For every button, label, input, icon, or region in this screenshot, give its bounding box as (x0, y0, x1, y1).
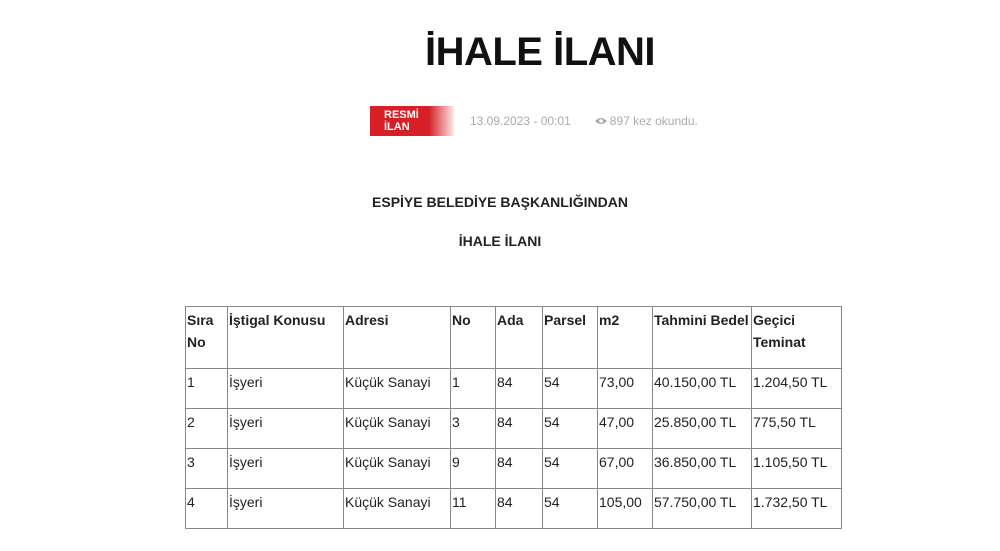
table-cell: 775,50 TL (751, 408, 842, 449)
issuer-heading: ESPİYE BELEDİYE BAŞKANLIĞINDAN (372, 194, 628, 210)
table-cell: 1.204,50 TL (751, 368, 842, 409)
table-row: 3 İşyeri Küçük Sanayi 9 84 54 67,00 36.850,00 T… (185, 448, 842, 489)
view-count-text: 897 kez okundu. (609, 114, 698, 128)
column-header: İştigal Konusu (227, 306, 344, 369)
column-header: Geçici Teminat (751, 306, 842, 369)
table-cell: 105,00 (597, 488, 653, 529)
table-cell: Küçük Sanayi (343, 408, 451, 449)
table-header-row: Sıra No İştigal Konusu Adresi No Ada Parsel m2… (185, 306, 842, 369)
publish-date: 13.09.2023 - 00:01 (470, 114, 571, 128)
table-row: 4 İşyeri Küçük Sanayi 11 84 54 105,00 57.750,00… (185, 488, 842, 529)
table-cell: 47,00 (597, 408, 653, 449)
table-cell: İşyeri (227, 408, 344, 449)
column-header: Tahmini Bedel (652, 306, 752, 369)
table-cell: 84 (495, 448, 543, 489)
table-cell: 54 (542, 368, 598, 409)
table-cell: 73,00 (597, 368, 653, 409)
table-cell: 4 (185, 488, 228, 529)
tender-table: Sıra No İştigal Konusu Adresi No Ada Parsel m2… (185, 306, 842, 529)
table-cell: 2 (185, 408, 228, 449)
table-cell: 84 (495, 488, 543, 529)
category-badge[interactable]: RESMİ İLAN (370, 106, 454, 136)
view-count: 897 kez okundu. (594, 114, 698, 128)
table-cell: Küçük Sanayi (343, 488, 451, 529)
table-cell: Küçük Sanayi (343, 368, 451, 409)
table-cell: 40.150,00 TL (652, 368, 752, 409)
table-cell: 54 (542, 488, 598, 529)
article-meta: RESMİ İLAN 13.09.2023 - 00:01 897 kez ok… (370, 106, 698, 136)
column-header: No (450, 306, 496, 369)
table-cell: 84 (495, 368, 543, 409)
table-cell: 3 (185, 448, 228, 489)
table-cell: 1 (185, 368, 228, 409)
table-row: 2 İşyeri Küçük Sanayi 3 84 54 47,00 25.850,00 T… (185, 408, 842, 449)
table-cell: İşyeri (227, 368, 344, 409)
column-header: m2 (597, 306, 653, 369)
eye-icon (594, 118, 607, 124)
table-cell: 9 (450, 448, 496, 489)
table-cell: 3 (450, 408, 496, 449)
column-header: Parsel (542, 306, 598, 369)
column-header: Ada (495, 306, 543, 369)
page-title: İHALE İLANI (424, 30, 656, 74)
table-cell: 1 (450, 368, 496, 409)
table-row: 1 İşyeri Küçük Sanayi 1 84 54 73,00 40.150,00 T… (185, 368, 842, 409)
table-cell: 1.105,50 TL (751, 448, 842, 489)
table-cell: Küçük Sanayi (343, 448, 451, 489)
table-cell: İşyeri (227, 488, 344, 529)
table-cell: 57.750,00 TL (652, 488, 752, 529)
table-cell: 25.850,00 TL (652, 408, 752, 449)
table-cell: 54 (542, 408, 598, 449)
notice-heading: İHALE İLANI (458, 233, 542, 249)
table-cell: İşyeri (227, 448, 344, 489)
column-header: Adresi (343, 306, 451, 369)
table-cell: 54 (542, 448, 598, 489)
table-cell: 36.850,00 TL (652, 448, 752, 489)
table-cell: 11 (450, 488, 496, 529)
table-cell: 84 (495, 408, 543, 449)
table-cell: 1.732,50 TL (751, 488, 842, 529)
column-header: Sıra No (185, 306, 228, 369)
table-cell: 67,00 (597, 448, 653, 489)
